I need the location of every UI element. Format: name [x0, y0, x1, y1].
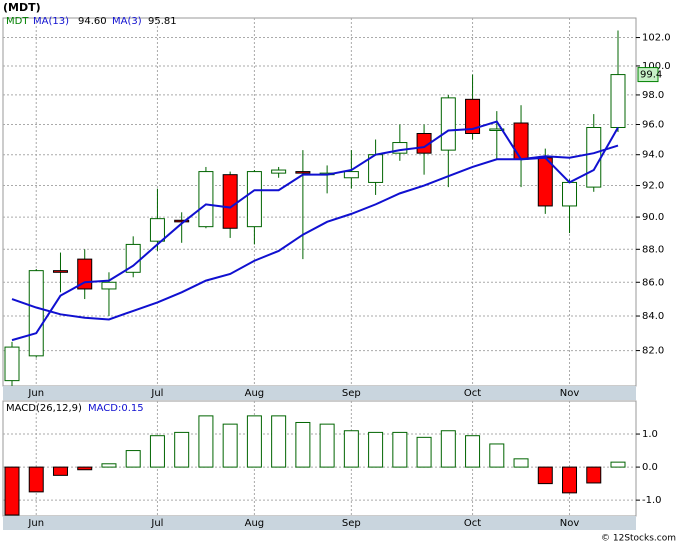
x-tick-label: Jul: [150, 388, 163, 399]
macd-bar: [610, 461, 626, 468]
macd-bar: [416, 436, 432, 468]
candle-body: [246, 171, 262, 228]
y-tick-label: 90.0: [642, 212, 664, 223]
macd-bar: [489, 443, 505, 468]
y-tick-label: 86.0: [642, 277, 664, 288]
legend-value: MACD:0.15: [88, 403, 144, 414]
x-tick-label: Aug: [245, 388, 265, 399]
candle-body: [4, 346, 20, 382]
x-tick-label: Nov: [560, 388, 580, 399]
macd-bar: [368, 431, 384, 468]
x-tick-label: Sep: [342, 518, 361, 529]
y-tick-label: 84.0: [642, 311, 664, 322]
candle-body: [343, 171, 359, 179]
legend-value: 94.60: [78, 16, 107, 27]
y-tick-label: 1.0: [642, 429, 658, 440]
macd-bar: [4, 466, 20, 516]
candle-body: [465, 98, 481, 134]
x-tick-label: Nov: [560, 518, 580, 529]
candle-body: [149, 218, 165, 242]
candle-body: [440, 97, 456, 151]
macd-bar: [101, 463, 117, 468]
y-tick-label: 98.0: [642, 90, 664, 101]
x-tick-label: Aug: [245, 518, 265, 529]
x-axis-band: [3, 386, 636, 400]
macd-bar: [537, 466, 553, 485]
x-tick-label: Sep: [342, 388, 361, 399]
legend-value: 95.81: [148, 16, 177, 27]
price-panel: [2, 17, 637, 387]
macd-bar: [295, 421, 311, 468]
candle-body: [198, 171, 214, 228]
moving-average: [11, 120, 619, 342]
candle-body: [610, 74, 626, 128]
last-price-box: [637, 67, 659, 83]
x-tick-label: Oct: [464, 388, 481, 399]
x-axis-band: [3, 516, 636, 530]
macd-bar: [149, 435, 165, 468]
y-tick-label: 94.0: [642, 150, 664, 161]
copyright: © 12Stocks.com: [601, 534, 676, 544]
macd-bar: [513, 458, 529, 468]
x-tick-label: Jul: [150, 518, 163, 529]
candle-body: [101, 281, 117, 290]
macd-bar: [319, 423, 335, 468]
candle-body: [295, 171, 311, 174]
legend-entry: MACD(26,12,9): [6, 403, 82, 414]
y-tick-label: 100.0: [642, 61, 671, 72]
candle-body: [222, 174, 238, 229]
legend-entry: MA(3): [112, 16, 142, 27]
macd-panel: [2, 400, 637, 517]
candle-body: [586, 126, 602, 188]
macd-bar: [465, 435, 481, 468]
candle-body: [392, 142, 408, 154]
y-tick-label: 102.0: [642, 33, 671, 44]
macd-bar: [392, 431, 408, 468]
macd-bar: [562, 466, 578, 494]
macd-bar: [174, 431, 190, 468]
title: (MDT): [3, 1, 41, 14]
macd-bar: [586, 466, 602, 484]
candle-body: [271, 169, 287, 174]
candle-body: [537, 157, 553, 207]
x-tick-label: Jun: [27, 518, 44, 529]
y-tick-label: -1.0: [642, 495, 662, 506]
y-tick-label: 0.0: [642, 462, 658, 473]
candle-body: [28, 270, 44, 357]
y-tick-label: 88.0: [642, 244, 664, 255]
x-tick-label: Oct: [464, 518, 481, 529]
macd-bar: [343, 430, 359, 468]
macd-bar: [198, 415, 214, 468]
candle-body: [562, 181, 578, 207]
moving-average: [11, 144, 619, 321]
legend-entry: MA(13): [33, 16, 69, 27]
macd-bar: [246, 415, 262, 468]
legend-entry: MDT: [6, 16, 29, 27]
macd-bar: [125, 450, 141, 468]
macd-bar: [77, 466, 93, 471]
last-price-label: 99.4: [640, 70, 662, 81]
macd-bar: [52, 466, 68, 476]
y-tick-label: 96.0: [642, 120, 664, 131]
candle-body: [513, 122, 529, 160]
y-tick-label: 92.0: [642, 181, 664, 192]
macd-bar: [222, 423, 238, 468]
candle-body: [489, 128, 505, 131]
y-tick-label: 82.0: [642, 346, 664, 357]
macd-bar: [271, 415, 287, 468]
macd-bar: [440, 430, 456, 468]
candle-body: [174, 219, 190, 223]
macd-bar: [28, 466, 44, 493]
x-tick-label: Jun: [27, 388, 44, 399]
candle-body: [52, 270, 68, 273]
